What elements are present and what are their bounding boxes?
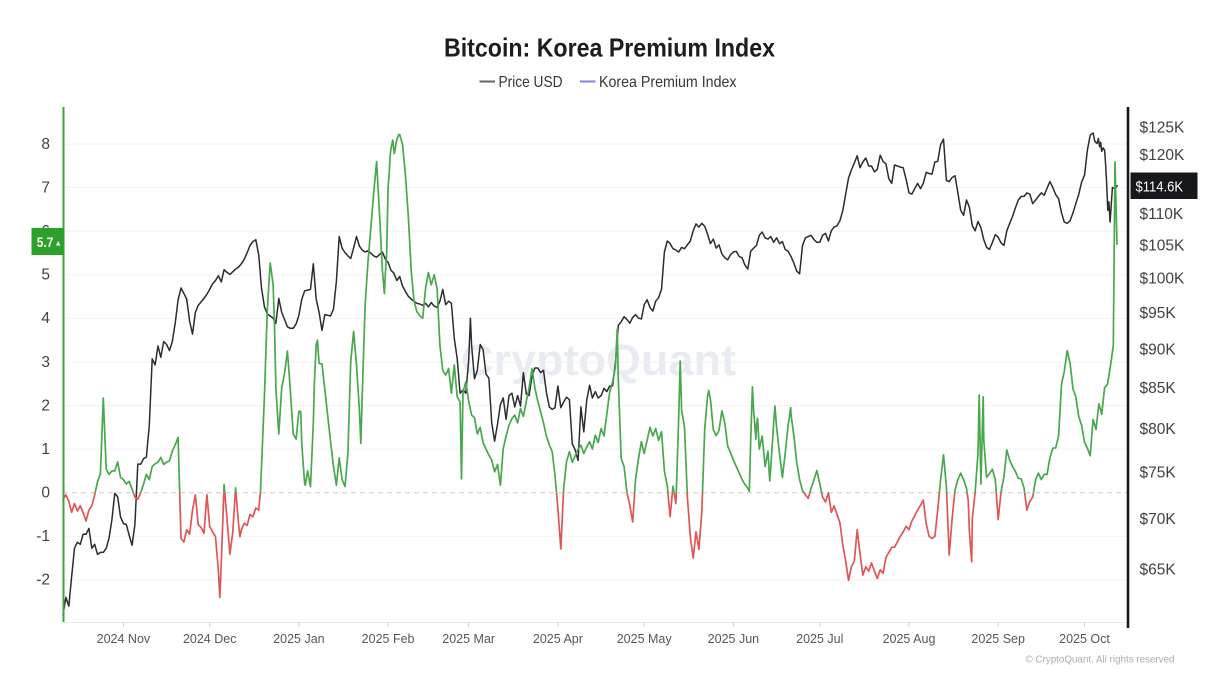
svg-text:$95K: $95K	[1140, 305, 1177, 322]
svg-text:2025 Feb: 2025 Feb	[362, 632, 415, 646]
svg-text:-2: -2	[36, 572, 50, 589]
svg-text:2025 May: 2025 May	[617, 632, 673, 646]
svg-text:2025 Oct: 2025 Oct	[1059, 632, 1110, 646]
svg-text:$75K: $75K	[1140, 465, 1177, 482]
svg-text:2024 Dec: 2024 Dec	[183, 632, 237, 646]
svg-text:$90K: $90K	[1140, 342, 1177, 359]
svg-text:-1: -1	[36, 528, 50, 545]
svg-text:4: 4	[41, 310, 50, 327]
svg-text:CryptoQuant: CryptoQuant	[461, 336, 736, 385]
svg-text:2025 Sep: 2025 Sep	[971, 632, 1025, 646]
svg-text:$85K: $85K	[1140, 380, 1177, 397]
svg-text:$125K: $125K	[1140, 120, 1185, 137]
svg-text:3: 3	[41, 354, 50, 371]
svg-text:Price USD: Price USD	[499, 74, 563, 91]
svg-text:5: 5	[41, 267, 50, 284]
svg-text:2024 Nov: 2024 Nov	[97, 632, 151, 646]
svg-text:Korea Premium Index: Korea Premium Index	[599, 74, 737, 91]
svg-text:2025 Aug: 2025 Aug	[883, 632, 936, 646]
svg-text:$120K: $120K	[1140, 147, 1185, 164]
svg-text:$70K: $70K	[1140, 511, 1177, 528]
svg-text:$80K: $80K	[1140, 421, 1177, 438]
svg-text:1: 1	[41, 441, 50, 458]
svg-text:0: 0	[41, 485, 50, 502]
svg-text:$100K: $100K	[1140, 270, 1185, 287]
svg-text:2025 Apr: 2025 Apr	[533, 632, 583, 646]
svg-text:2025 Mar: 2025 Mar	[442, 632, 495, 646]
svg-text:5.7: 5.7	[37, 235, 54, 250]
svg-text:2025 Jun: 2025 Jun	[708, 632, 759, 646]
svg-text:© CryptoQuant. All rights rese: © CryptoQuant. All rights reserved	[1026, 654, 1175, 666]
svg-text:7: 7	[41, 179, 50, 196]
svg-text:▲: ▲	[55, 239, 62, 248]
svg-text:Bitcoin: Korea Premium Index: Bitcoin: Korea Premium Index	[444, 33, 775, 63]
svg-text:$65K: $65K	[1140, 561, 1177, 578]
svg-text:$110K: $110K	[1140, 206, 1184, 223]
svg-text:$114.6K: $114.6K	[1136, 179, 1184, 196]
svg-text:8: 8	[41, 136, 50, 153]
svg-text:2025 Jul: 2025 Jul	[796, 632, 843, 646]
svg-text:2025 Jan: 2025 Jan	[273, 632, 324, 646]
svg-text:2: 2	[41, 397, 50, 414]
svg-text:$105K: $105K	[1140, 237, 1185, 254]
